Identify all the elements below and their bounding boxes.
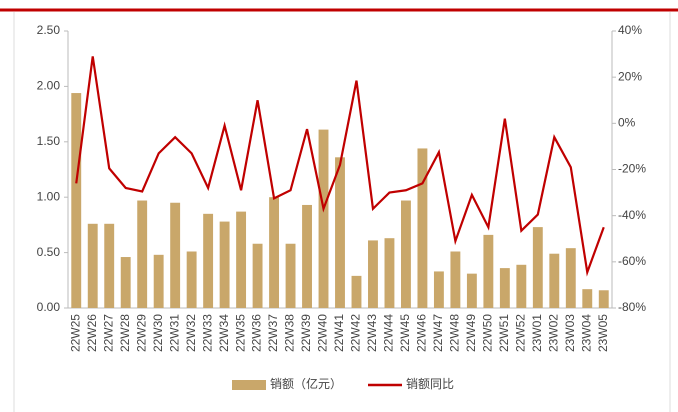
x-tick-label: 22W37 <box>266 314 280 352</box>
bar <box>170 202 181 308</box>
x-tick-label: 22W31 <box>167 314 181 352</box>
bar <box>351 275 362 308</box>
legend-label: 销额（亿元） <box>270 376 342 391</box>
x-tick-label: 22W39 <box>299 314 313 352</box>
bar <box>400 200 411 308</box>
bar <box>137 200 148 308</box>
x-tick-label: 22W43 <box>365 314 379 352</box>
bar <box>318 129 329 308</box>
bar <box>368 240 378 308</box>
y2-tick-label: -80% <box>618 300 646 314</box>
x-tick-label: 22W34 <box>217 314 231 352</box>
x-tick-label: 22W40 <box>316 314 330 352</box>
x-tick-label: 22W33 <box>200 314 214 352</box>
x-tick-label: 22W35 <box>233 314 247 352</box>
bar <box>236 211 247 308</box>
x-tick-label: 22W45 <box>398 314 412 352</box>
bar <box>499 268 510 308</box>
x-tick-label: 22W36 <box>250 314 264 352</box>
bar <box>450 251 461 308</box>
y-tick-label: 1.00 <box>37 189 61 203</box>
y2-tick-label: 40% <box>618 23 642 37</box>
y2-tick-label: 20% <box>618 69 642 83</box>
x-tick-label: 22W29 <box>134 314 148 352</box>
x-tick-label: 23W05 <box>596 314 610 352</box>
y-tick-label: 0.50 <box>37 245 61 259</box>
x-tick-label: 22W28 <box>118 314 132 352</box>
y2-tick-label: -60% <box>618 254 646 268</box>
x-tick-label: 23W04 <box>579 314 593 352</box>
bar <box>104 223 115 308</box>
x-tick-label: 22W38 <box>283 314 297 352</box>
bar <box>252 243 263 308</box>
bar <box>384 238 395 308</box>
bar <box>71 93 82 308</box>
x-tick-label: 22W32 <box>184 314 198 352</box>
x-tick-label: 22W46 <box>415 314 429 352</box>
x-tick-label: 22W30 <box>151 314 165 352</box>
x-tick-label: 22W26 <box>85 314 99 352</box>
bar <box>582 289 593 308</box>
x-tick-label: 23W01 <box>530 314 544 352</box>
x-tick-label: 22W44 <box>382 314 396 352</box>
y2-tick-label: -20% <box>618 162 646 176</box>
legend-swatch <box>232 380 266 390</box>
x-tick-label: 22W50 <box>481 314 495 352</box>
x-tick-label: 22W52 <box>514 314 528 352</box>
x-tick-label: 22W48 <box>448 314 462 352</box>
bar <box>516 264 527 308</box>
bar <box>549 253 560 308</box>
y2-tick-label: 0% <box>618 116 636 130</box>
x-tick-label: 22W51 <box>497 314 511 352</box>
x-tick-label: 22W25 <box>68 314 82 352</box>
x-tick-label: 22W49 <box>464 314 478 352</box>
bar <box>483 234 494 308</box>
y-tick-label: 0.00 <box>37 300 61 314</box>
bar <box>417 148 428 308</box>
bar <box>269 197 280 308</box>
y-tick-label: 2.50 <box>37 23 61 37</box>
y-tick-label: 2.00 <box>37 79 61 93</box>
bar <box>532 227 543 308</box>
bar <box>335 157 345 308</box>
line <box>75 56 605 277</box>
bar <box>203 213 214 308</box>
bar <box>433 271 444 308</box>
bar <box>565 248 576 308</box>
bar <box>219 221 230 308</box>
y-tick-label: 1.50 <box>37 134 61 148</box>
bar <box>186 251 197 308</box>
bar <box>302 204 312 308</box>
x-tick-label: 22W47 <box>431 314 445 352</box>
bar <box>87 223 98 308</box>
legend-label: 销额同比 <box>406 377 454 391</box>
bar <box>120 257 131 308</box>
x-tick-label: 23W02 <box>546 314 560 352</box>
x-tick-label: 23W03 <box>563 314 577 352</box>
bar <box>285 243 296 308</box>
x-tick-label: 22W42 <box>349 314 363 352</box>
y2-tick-label: -40% <box>618 208 646 222</box>
bar <box>466 273 477 308</box>
x-tick-label: 22W41 <box>332 314 346 352</box>
bar <box>598 290 609 308</box>
x-tick-label: 22W27 <box>101 314 115 352</box>
bar <box>153 254 164 308</box>
